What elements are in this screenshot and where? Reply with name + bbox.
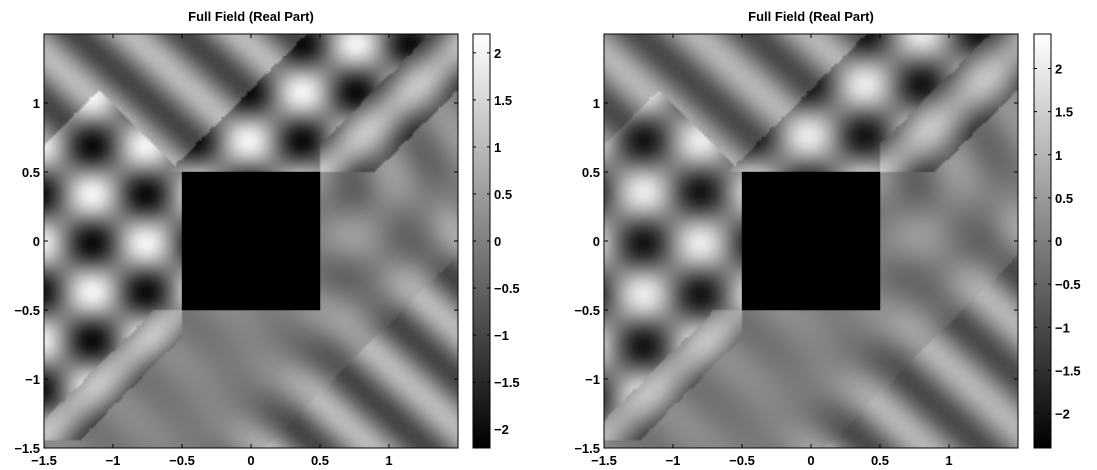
colorbar-tick-label: 2	[1055, 62, 1062, 77]
y-tick-label: 1	[593, 96, 600, 111]
chart-title: Full Field (Real Part)	[188, 9, 314, 24]
colorbar-tick-label: −0.5	[494, 281, 520, 296]
colorbar-tick-label: 1	[494, 140, 501, 155]
x-tick-label: −1.5	[31, 453, 57, 468]
colorbar-tick-label: 0	[494, 234, 501, 249]
colorbar-tick-label: −0.5	[1055, 277, 1081, 292]
y-tick-label: 0.5	[582, 165, 600, 180]
y-tick-label: −0.5	[14, 303, 40, 318]
x-tick-label: −1	[106, 453, 121, 468]
chart-panel-2: Full Field (Real Part) −1.5 −1 −0.5 0 0.5 1 1 0.…	[574, 9, 1080, 468]
x-tick-label: −0.5	[169, 453, 195, 468]
x-tick-label: 1	[385, 453, 392, 468]
y-tick-label: 0.5	[22, 165, 40, 180]
colorbar-tick-label: −2	[1055, 407, 1070, 422]
colorbar-tick-label: −1	[494, 328, 509, 343]
y-tick-label: −1	[585, 372, 600, 387]
colorbar-tick-label: −1.5	[1055, 363, 1081, 378]
y-tick-label: −1.5	[574, 441, 600, 456]
x-tick-label: −0.5	[729, 453, 755, 468]
y-tick-label: 0	[33, 234, 40, 249]
colorbar-tick-label: 0.5	[494, 187, 512, 202]
colorbar-tick-label: 2	[494, 46, 501, 61]
chart-title: Full Field (Real Part)	[748, 9, 874, 24]
colorbar-tick-label: 1.5	[1055, 105, 1073, 120]
x-tick-label: 1	[945, 453, 952, 468]
x-tick-label: 0	[807, 453, 814, 468]
chart-panel-1: Full Field (Real Part) −1.5 −1 −0.5 0 0.5 1 1 0.…	[14, 9, 519, 468]
x-tick-label: 0.5	[311, 453, 329, 468]
colorbar-tick-label: −2	[494, 422, 509, 437]
y-tick-label: −1	[25, 372, 40, 387]
colorbar-tick-label: 1.5	[494, 93, 512, 108]
colorbar-tick-label: −1	[1055, 320, 1070, 335]
x-tick-label: 0.5	[871, 453, 889, 468]
colorbar-tick-label: 1	[1055, 148, 1062, 163]
scatterer-square	[742, 172, 880, 310]
y-tick-label: 0	[593, 234, 600, 249]
scatterer-square	[182, 172, 320, 310]
x-tick-label: −1.5	[591, 453, 617, 468]
colorbar-tick-label: 0.5	[1055, 191, 1073, 206]
colorbar-tick-label: −1.5	[494, 375, 520, 390]
y-tick-label: 1	[33, 96, 40, 111]
x-tick-label: 0	[247, 453, 254, 468]
y-tick-label: −1.5	[14, 441, 40, 456]
y-tick-label: −0.5	[574, 303, 600, 318]
x-tick-label: −1	[666, 453, 681, 468]
colorbar-tick-label: 0	[1055, 234, 1062, 249]
